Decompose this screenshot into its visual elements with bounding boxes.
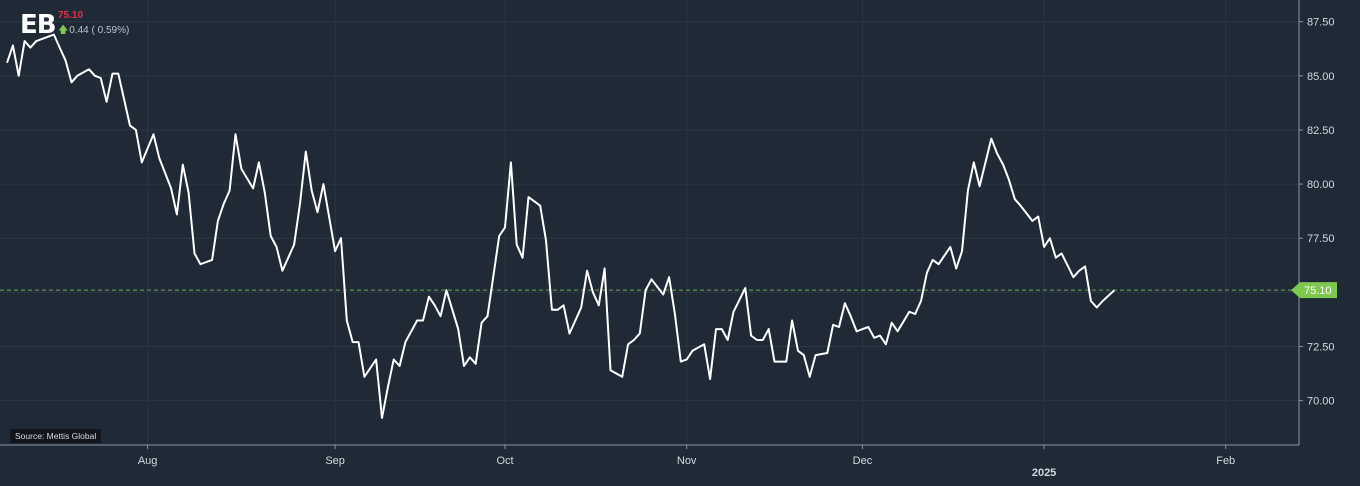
ticker-symbol: EB — [20, 10, 57, 40]
arrow-up-icon: 🡅 — [58, 25, 69, 36]
y-tick-label: 72.50 — [1307, 341, 1335, 353]
x-tick-label: Nov — [677, 455, 697, 467]
x-tick-label: Aug — [138, 455, 158, 467]
y-tick-label: 70.00 — [1307, 396, 1335, 408]
y-tick-label: 77.50 — [1307, 233, 1335, 245]
x-tick-label: Feb — [1216, 455, 1235, 467]
x-tick-label: 2025 — [1032, 467, 1056, 479]
last-price: 75.10 — [58, 10, 84, 21]
price-series-line — [6, 33, 1116, 419]
y-tick-label: 85.00 — [1307, 71, 1335, 83]
x-tick-label: Dec — [853, 455, 873, 467]
y-tick-label: 87.50 — [1307, 17, 1335, 29]
y-tick-label: 82.50 — [1307, 125, 1335, 137]
x-tick-label: Sep — [325, 455, 345, 467]
x-tick-label: Oct — [496, 455, 513, 467]
current-price-label: 75.10 — [1304, 285, 1332, 297]
price-change-text: 0.44 ( 0.59%) — [69, 25, 130, 36]
current-price-tag — [1291, 282, 1337, 299]
price-change: 🡅0.44 ( 0.59%) — [58, 23, 129, 40]
y-tick-label: 80.00 — [1307, 179, 1335, 191]
source-note: Source: Mettis Global — [10, 429, 102, 443]
